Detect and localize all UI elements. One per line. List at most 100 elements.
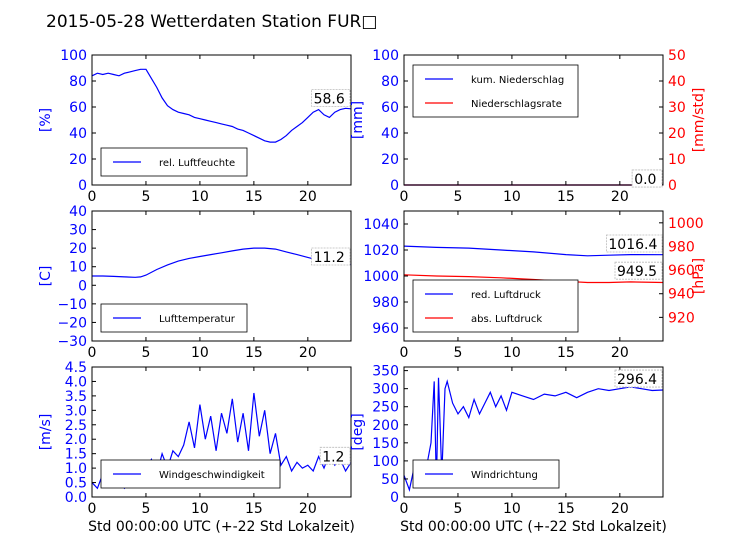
series-line-5-0 — [403, 377, 664, 492]
y-tick-label: 100 — [372, 454, 399, 470]
y-tick-label: 250 — [372, 400, 399, 416]
x-tick-label: 20 — [611, 189, 629, 205]
legend-box — [412, 64, 579, 118]
y2-axis-label: [mm/std] — [691, 88, 707, 153]
y-tick-label: 0.0 — [65, 490, 87, 506]
y-tick-label: 350 — [372, 364, 399, 380]
y-tick-label: 1.5 — [65, 447, 87, 463]
y-tick-label: 20 — [69, 152, 87, 168]
y-tick-label: 20 — [69, 241, 87, 257]
x-axis-label: Std 00:00:00 UTC (+-22 Std Lokalzeit) — [88, 519, 355, 535]
y-tick-label: 30 — [69, 223, 87, 239]
y-tick-label: 0.5 — [65, 476, 87, 492]
y-tick-label: 40 — [69, 204, 87, 220]
y-tick-label: 1020 — [363, 243, 399, 259]
y-tick-label: 960 — [372, 321, 399, 337]
x-tick-label: 5 — [141, 501, 150, 517]
y-tick-label: 40 — [69, 126, 87, 142]
x-tick-label: 10 — [191, 501, 209, 517]
x-tick-label: 20 — [299, 501, 317, 517]
series-line-2-0 — [92, 247, 352, 278]
y-tick-label: 60 — [381, 100, 399, 116]
x-tick-label: 5 — [453, 189, 462, 205]
annotation-box — [606, 234, 663, 253]
x-tick-label: 0 — [88, 501, 97, 517]
y2-tick-label: 50 — [668, 48, 686, 64]
x-tick-label: 10 — [503, 345, 521, 361]
y-tick-label: 1040 — [363, 217, 399, 233]
y-tick-label: 100 — [372, 48, 399, 64]
y-tick-label: 100 — [60, 48, 87, 64]
y2-tick-label: 940 — [668, 287, 695, 303]
x-tick-label: 15 — [245, 189, 263, 205]
plot-frame-2 — [91, 210, 352, 342]
y-tick-label: 980 — [372, 295, 399, 311]
y2-tick-label: 920 — [668, 310, 695, 326]
y2-tick-label: 40 — [668, 74, 686, 90]
y-axis-label: [m/s] — [38, 414, 54, 451]
plot-frame-5 — [403, 366, 664, 498]
y2-tick-label: 20 — [668, 126, 686, 142]
y-tick-label: −30 — [57, 334, 87, 350]
y2-tick-label: 1000 — [668, 216, 704, 232]
y-tick-label: 40 — [381, 126, 399, 142]
x-tick-label: 5 — [141, 189, 150, 205]
y-tick-label: 2.5 — [65, 418, 87, 434]
y-tick-label: 4.0 — [65, 374, 87, 390]
annotation-value: 949.5 — [617, 264, 657, 280]
x-tick-label: 20 — [611, 501, 629, 517]
y-tick-label: −20 — [57, 315, 87, 331]
annotation-box — [311, 247, 351, 266]
x-tick-label: 10 — [191, 189, 209, 205]
x-tick-label: 0 — [400, 501, 409, 517]
x-tick-label: 0 — [88, 189, 97, 205]
y-tick-label: 0 — [390, 490, 399, 506]
plot-frame-1 — [403, 54, 664, 186]
y-tick-label: 80 — [69, 74, 87, 90]
y2-tick-label: 10 — [668, 152, 686, 168]
x-tick-label: 0 — [400, 345, 409, 361]
y-tick-label: 2.0 — [65, 432, 87, 448]
y-tick-label: 50 — [381, 472, 399, 488]
legend-label: Windrichtung — [471, 470, 538, 481]
x-tick-label: 20 — [611, 345, 629, 361]
annotation-value: 0.0 — [634, 172, 656, 188]
y2-tick-label: 980 — [668, 239, 695, 255]
x-tick-label: 5 — [453, 345, 462, 361]
x-tick-label: 15 — [557, 189, 575, 205]
y-tick-label: 3.5 — [65, 389, 87, 405]
y2-tick-label: 30 — [668, 100, 686, 116]
series-line-0-0 — [91, 68, 352, 143]
y-axis-label: [deg] — [350, 413, 366, 450]
x-tick-label: 5 — [141, 345, 150, 361]
annotation-box — [311, 89, 351, 107]
y-tick-label: 0 — [390, 178, 399, 194]
y-tick-label: 300 — [372, 382, 399, 398]
y-axis-label: [C] — [38, 266, 54, 287]
annotation-box — [631, 169, 663, 188]
x-tick-label: 15 — [245, 345, 263, 361]
annotation-value: 1016.4 — [608, 237, 657, 253]
y-tick-label: 150 — [372, 436, 399, 452]
x-tick-label: 10 — [191, 345, 209, 361]
x-tick-label: 0 — [88, 345, 97, 361]
legend-label: Lufttemperatur — [159, 314, 236, 325]
annotation-box — [319, 446, 351, 465]
y-tick-label: 4.5 — [65, 360, 87, 376]
y-tick-label: 20 — [381, 152, 399, 168]
plot-frame-0 — [91, 54, 352, 186]
legend-label: Niederschlagsrate — [471, 99, 562, 110]
y-tick-label: 80 — [381, 74, 399, 90]
y-tick-label: 3.0 — [65, 403, 87, 419]
y-axis-label: [mm] — [350, 101, 366, 139]
annotation-value: 58.6 — [314, 91, 345, 107]
y-tick-label: 1.0 — [65, 461, 87, 477]
y-tick-label: −10 — [57, 297, 87, 313]
x-tick-label: 20 — [299, 345, 317, 361]
legend-label: kum. Niederschlag — [471, 75, 564, 86]
annotation-box — [614, 369, 663, 388]
y-tick-label: 60 — [69, 100, 87, 116]
plot-frame-4 — [91, 366, 352, 498]
x-tick-label: 0 — [400, 189, 409, 205]
